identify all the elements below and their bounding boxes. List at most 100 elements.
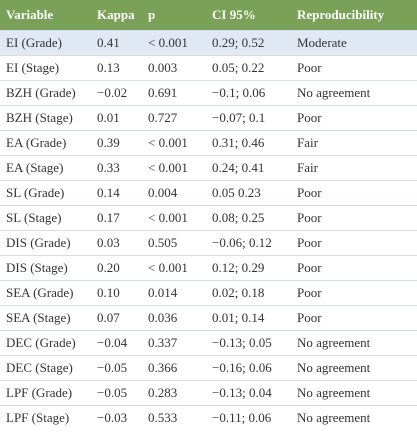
table-cell: 0.41 xyxy=(91,30,142,56)
table-cell: −0.13; 0.05 xyxy=(206,330,291,356)
table-cell: SL (Stage) xyxy=(0,205,91,231)
table-cell: < 0.001 xyxy=(142,155,206,181)
table-cell: < 0.001 xyxy=(142,30,206,56)
table-cell: −0.07; 0.1 xyxy=(206,105,291,131)
table-cell: 0.24; 0.41 xyxy=(206,155,291,181)
table-cell: Moderate xyxy=(291,30,417,56)
table-cell: 0.14 xyxy=(91,180,142,206)
table-cell: EI (Stage) xyxy=(0,55,91,81)
table-row: EI (Grade) 0.41 < 0.001 0.29; 0.52 Moderate xyxy=(0,30,417,56)
table-cell: Poor xyxy=(291,180,417,206)
table-row: DEC (Stage) −0.05 0.366 −0.16; 0.06 No agree… xyxy=(0,355,417,381)
table-cell: SEA (Stage) xyxy=(0,305,91,331)
table-cell: DIS (Grade) xyxy=(0,230,91,256)
table-cell: SEA (Grade) xyxy=(0,280,91,306)
table-row: DEC (Grade) −0.04 0.337 −0.13; 0.05 No agree… xyxy=(0,330,417,356)
table-cell: 0.036 xyxy=(142,305,206,331)
table-cell: Poor xyxy=(291,230,417,256)
table-cell: LPF (Stage) xyxy=(0,405,91,430)
table-cell: BZH (Stage) xyxy=(0,105,91,131)
table-cell: −0.13; 0.04 xyxy=(206,380,291,406)
table-cell: No agreement xyxy=(291,330,417,356)
table-cell: 0.03 xyxy=(91,230,142,256)
table-cell: −0.03 xyxy=(91,405,142,430)
table-body: EI (Grade) 0.41 < 0.001 0.29; 0.52 Moderate E… xyxy=(0,30,417,430)
table-cell: −0.02 xyxy=(91,80,142,106)
table-cell: 0.05; 0.22 xyxy=(206,55,291,81)
table-cell: No agreement xyxy=(291,380,417,406)
table-cell: 0.366 xyxy=(142,355,206,381)
column-header: Reproducibility xyxy=(291,0,417,31)
table-cell: Poor xyxy=(291,305,417,331)
table-row: DIS (Stage) 0.20 < 0.001 0.12; 0.29 Poor xyxy=(0,255,417,281)
table-row: BZH (Grade) −0.02 0.691 −0.1; 0.06 No agreem… xyxy=(0,80,417,106)
table-row: SL (Stage) 0.17 < 0.001 0.08; 0.25 Poor xyxy=(0,205,417,231)
table-cell: 0.337 xyxy=(142,330,206,356)
table-cell: No agreement xyxy=(291,405,417,430)
column-header: Variable xyxy=(0,0,91,31)
table-row: DIS (Grade) 0.03 0.505 −0.06; 0.12 Poor xyxy=(0,230,417,256)
table-cell: −0.05 xyxy=(91,380,142,406)
table-cell: 0.17 xyxy=(91,205,142,231)
table-row: SEA (Grade) 0.10 0.014 0.02; 0.18 Poor xyxy=(0,280,417,306)
table-cell: 0.31; 0.46 xyxy=(206,130,291,156)
table-cell: −0.1; 0.06 xyxy=(206,80,291,106)
table-cell: DEC (Grade) xyxy=(0,330,91,356)
table-cell: SL (Grade) xyxy=(0,180,91,206)
column-header: p xyxy=(142,0,206,31)
table-cell: Poor xyxy=(291,205,417,231)
table-cell: −0.16; 0.06 xyxy=(206,355,291,381)
table-cell: 0.29; 0.52 xyxy=(206,30,291,56)
table-cell: Fair xyxy=(291,155,417,181)
header-row: Variable Kappa p CI 95% Reproducibility xyxy=(0,0,417,31)
column-header: CI 95% xyxy=(206,0,291,31)
table-cell: EA (Grade) xyxy=(0,130,91,156)
table-cell: 0.004 xyxy=(142,180,206,206)
table-cell: 0.283 xyxy=(142,380,206,406)
table-row: EI (Stage) 0.13 0.003 0.05; 0.22 Poor xyxy=(0,55,417,81)
table-cell: EA (Stage) xyxy=(0,155,91,181)
table-cell: 0.003 xyxy=(142,55,206,81)
table-row: SEA (Stage) 0.07 0.036 0.01; 0.14 Poor xyxy=(0,305,417,331)
table-row: SL (Grade) 0.14 0.004 0.05 0.23 Poor xyxy=(0,180,417,206)
table-cell: 0.02; 0.18 xyxy=(206,280,291,306)
table-cell: DIS (Stage) xyxy=(0,255,91,281)
table-cell: Poor xyxy=(291,55,417,81)
table-cell: Fair xyxy=(291,130,417,156)
table-cell: −0.04 xyxy=(91,330,142,356)
table-cell: No agreement xyxy=(291,355,417,381)
column-header: Kappa xyxy=(91,0,142,31)
table-cell: 0.08; 0.25 xyxy=(206,205,291,231)
table-cell: 0.014 xyxy=(142,280,206,306)
table-cell: −0.11; 0.06 xyxy=(206,405,291,430)
table-cell: 0.12; 0.29 xyxy=(206,255,291,281)
table-cell: < 0.001 xyxy=(142,255,206,281)
table-cell: 0.01; 0.14 xyxy=(206,305,291,331)
table-row: LPF (Grade) −0.05 0.283 −0.13; 0.04 No agree… xyxy=(0,380,417,406)
table-cell: Poor xyxy=(291,280,417,306)
table-cell: DEC (Stage) xyxy=(0,355,91,381)
table-cell: LPF (Grade) xyxy=(0,380,91,406)
table-cell: Poor xyxy=(291,105,417,131)
table-cell: −0.05 xyxy=(91,355,142,381)
table-cell: 0.20 xyxy=(91,255,142,281)
table-cell: 0.13 xyxy=(91,55,142,81)
table-cell: 0.05 0.23 xyxy=(206,180,291,206)
table-cell: 0.01 xyxy=(91,105,142,131)
table-cell: < 0.001 xyxy=(142,130,206,156)
table-row: BZH (Stage) 0.01 0.727 −0.07; 0.1 Poor xyxy=(0,105,417,131)
table-cell: Poor xyxy=(291,255,417,281)
table-cell: 0.33 xyxy=(91,155,142,181)
table-row: EA (Stage) 0.33 < 0.001 0.24; 0.41 Fair xyxy=(0,155,417,181)
table-cell: No agreement xyxy=(291,80,417,106)
table-cell: 0.533 xyxy=(142,405,206,430)
table-row: EA (Grade) 0.39 < 0.001 0.31; 0.46 Fair xyxy=(0,130,417,156)
table-cell: 0.727 xyxy=(142,105,206,131)
table-cell: 0.691 xyxy=(142,80,206,106)
table-cell: 0.505 xyxy=(142,230,206,256)
table-cell: 0.39 xyxy=(91,130,142,156)
table-row: LPF (Stage) −0.03 0.533 −0.11; 0.06 No agree… xyxy=(0,405,417,430)
table-cell: BZH (Grade) xyxy=(0,80,91,106)
table-cell: EI (Grade) xyxy=(0,30,91,56)
